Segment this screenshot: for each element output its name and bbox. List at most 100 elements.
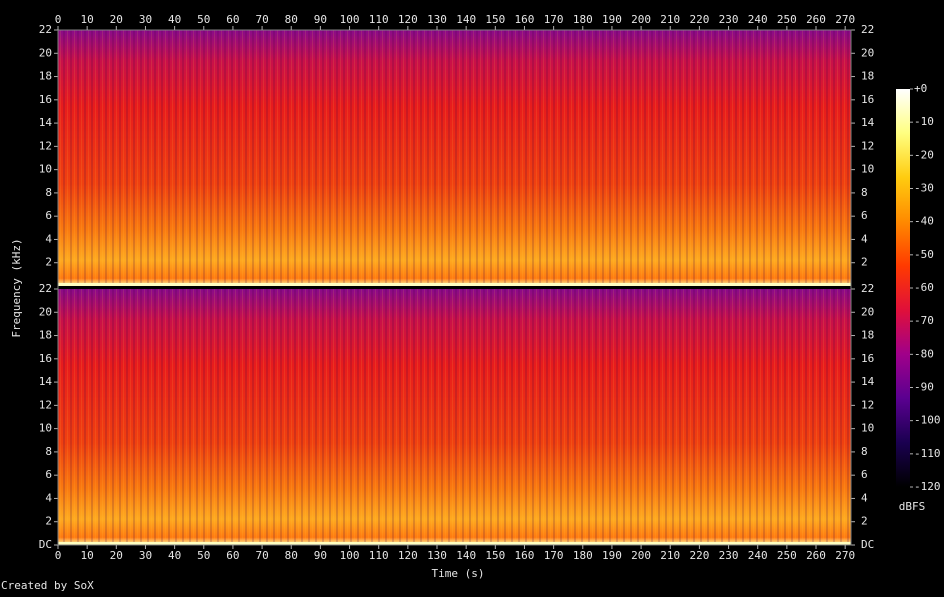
x-tick-label: 80	[285, 549, 298, 562]
y-tick-label: 4	[45, 232, 52, 245]
y-tick-label-right: 22	[861, 23, 874, 36]
x-tick-label-top: 130	[427, 13, 447, 26]
x-tick-label-top: 270	[835, 13, 855, 26]
y-tick-label-right: 20	[861, 46, 874, 59]
x-tick-label: 110	[369, 549, 389, 562]
colorbar-tick-label: -120	[914, 480, 941, 493]
colorbar-tick-label: -40	[914, 215, 934, 228]
colorbar-tick-label: -30	[914, 182, 934, 195]
x-tick-label-top: 140	[456, 13, 476, 26]
x-tick-label-top: 90	[314, 13, 327, 26]
y-tick-label: 12	[39, 139, 52, 152]
y-tick-label: 2	[45, 515, 52, 528]
y-tick-label-right: 2	[861, 515, 868, 528]
footer: Created by SoX	[1, 579, 94, 592]
y-tick-label: 6	[45, 209, 52, 222]
y-tick-label: 20	[39, 46, 52, 59]
dc-band	[58, 542, 851, 545]
x-tick-label-top: 210	[660, 13, 680, 26]
y-tick-label: 22	[39, 282, 52, 295]
y-axis-label: Frequency (kHz)	[10, 238, 23, 337]
x-tick-label: 150	[485, 549, 505, 562]
x-tick-label: 240	[748, 549, 768, 562]
x-tick-label: 0	[55, 549, 62, 562]
y-tick-label: 14	[39, 116, 53, 129]
y-tick-label-right: 10	[861, 422, 874, 435]
y-tick-label: 6	[45, 468, 52, 481]
x-tick-label-top: 120	[398, 13, 418, 26]
colorbar-tick-label: -80	[914, 347, 934, 360]
y-tick-label: 10	[39, 163, 52, 176]
y-tick-label-right: 8	[861, 186, 868, 199]
y-tick-label: 18	[39, 70, 52, 83]
x-tick-label: 60	[226, 549, 239, 562]
x-tick-label-top: 10	[81, 13, 94, 26]
colorbar-tick-label: -110	[914, 447, 941, 460]
x-tick-label-top: 60	[226, 13, 239, 26]
x-tick-label: 20	[110, 549, 123, 562]
y-tick-label-right: 12	[861, 398, 874, 411]
x-tick-label: 140	[456, 549, 476, 562]
colorbar-tick-label: -50	[914, 248, 934, 261]
x-tick-label: 260	[806, 549, 826, 562]
x-tick-label-top: 110	[369, 13, 389, 26]
x-tick-label: 100	[340, 549, 360, 562]
y-tick-label: 14	[39, 375, 53, 388]
x-tick-label: 90	[314, 549, 327, 562]
x-tick-label: 200	[631, 549, 651, 562]
y-tick-label-right: 2	[861, 256, 868, 269]
y-tick-label-right: 14	[861, 116, 875, 129]
colorbar-label: dBFS	[899, 500, 926, 513]
x-tick-label-top: 0	[55, 13, 62, 26]
x-tick-label-top: 200	[631, 13, 651, 26]
colorbar-tick-label: -70	[914, 314, 934, 327]
y-tick-label: 8	[45, 186, 52, 199]
y-tick-label-right: 18	[861, 70, 874, 83]
x-tick-label: 10	[81, 549, 94, 562]
y-tick-label-right: 16	[861, 93, 874, 106]
x-tick-label-top: 260	[806, 13, 826, 26]
y-tick-label-right: 16	[861, 352, 874, 365]
y-tick-label: 4	[45, 491, 52, 504]
x-tick-label: 190	[602, 549, 622, 562]
x-tick-label-top: 240	[748, 13, 768, 26]
x-tick-label: 230	[719, 549, 739, 562]
y-tick-label: DC	[39, 538, 52, 551]
y-tick-label-right: 22	[861, 282, 874, 295]
y-tick-label: 16	[39, 93, 52, 106]
x-tick-label-top: 160	[515, 13, 535, 26]
plot-frame	[57, 29, 852, 546]
y-tick-label-right: 18	[861, 329, 874, 342]
x-tick-label: 170	[544, 549, 564, 562]
x-tick-label: 180	[573, 549, 593, 562]
colorbar-tick-label: -10	[914, 115, 934, 128]
x-tick-label-top: 20	[110, 13, 123, 26]
x-tick-label: 40	[168, 549, 181, 562]
x-tick-label-top: 100	[340, 13, 360, 26]
x-tick-label: 160	[515, 549, 535, 562]
colorbar-tick-label: -60	[914, 281, 934, 294]
y-tick-label-right: 10	[861, 163, 874, 176]
x-tick-label-top: 30	[139, 13, 152, 26]
y-tick-label: 18	[39, 329, 52, 342]
x-tick-label-top: 70	[255, 13, 268, 26]
x-tick-label: 250	[777, 549, 797, 562]
x-tick-label-top: 80	[285, 13, 298, 26]
y-tick-label-right: 6	[861, 209, 868, 222]
x-tick-label-top: 170	[544, 13, 564, 26]
y-tick-label: 2	[45, 256, 52, 269]
x-tick-label: 30	[139, 549, 152, 562]
x-tick-label-top: 150	[485, 13, 505, 26]
x-tick-label: 210	[660, 549, 680, 562]
x-tick-label-top: 190	[602, 13, 622, 26]
x-tick-label-top: 180	[573, 13, 593, 26]
colorbar-tick-label: -20	[914, 148, 934, 161]
x-axis-label: Time (s)	[432, 567, 485, 580]
dc-band	[58, 283, 851, 286]
y-tick-label-right: DC	[861, 538, 874, 551]
y-tick-label: 16	[39, 352, 52, 365]
y-tick-label: 22	[39, 23, 52, 36]
y-tick-label-right: 12	[861, 139, 874, 152]
y-tick-label-right: 4	[861, 491, 868, 504]
